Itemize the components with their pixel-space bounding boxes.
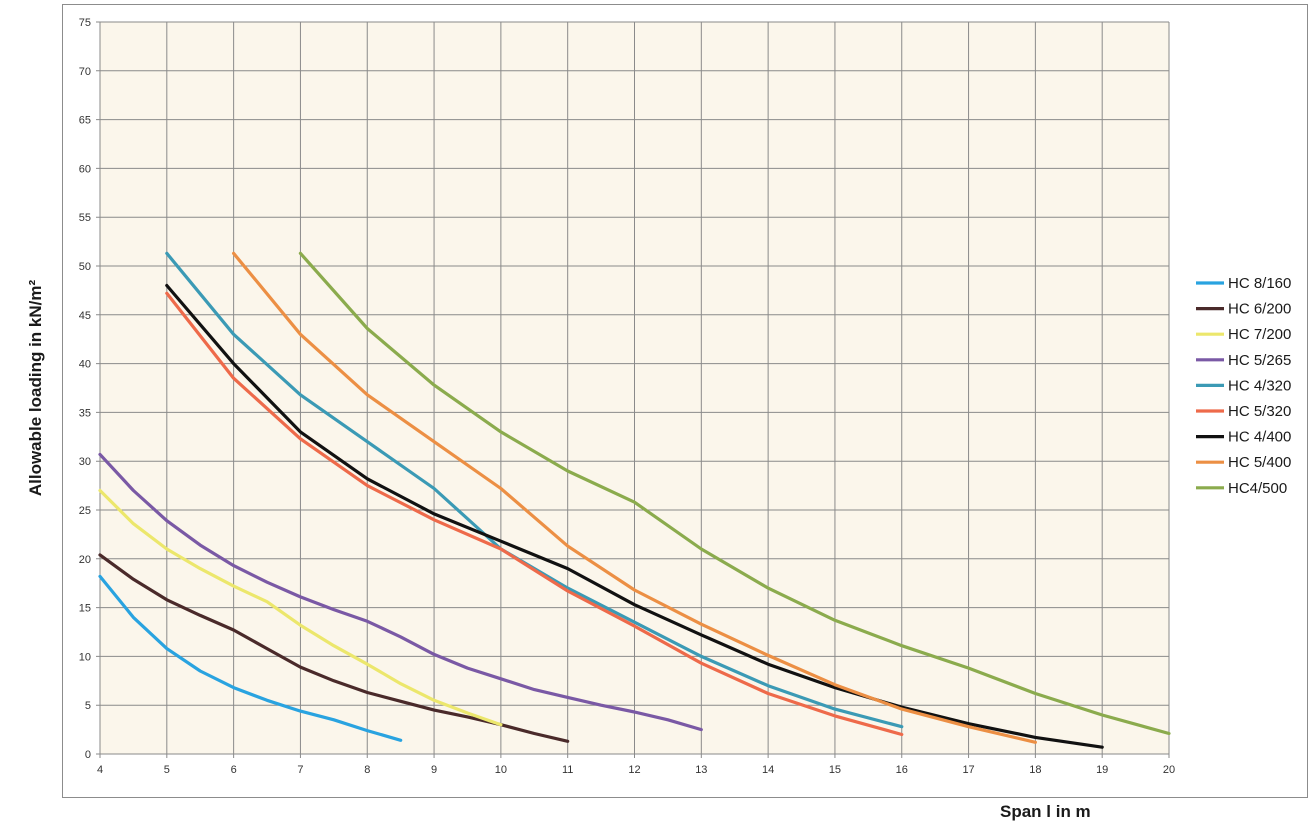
x-tick-label: 12 (628, 764, 640, 776)
legend-label: HC 7/200 (1228, 326, 1291, 343)
x-tick-label: 17 (962, 764, 974, 776)
y-tick-label: 55 (79, 212, 91, 224)
legend-label: HC4/500 (1228, 480, 1287, 497)
y-tick-label: 10 (79, 651, 91, 663)
x-tick-label: 15 (829, 764, 841, 776)
y-tick-label: 40 (79, 359, 91, 371)
legend: HC 8/160 HC 6/200 HC 7/200 HC 5/265 HC 4/320… (1196, 275, 1291, 497)
y-tick-label: 35 (79, 407, 91, 419)
y-tick-label: 30 (79, 456, 91, 468)
tick-labels: 4 5 6 7 8 9 10 11 12 13 14 15 16 17 18 19 20051015202530… (79, 17, 1175, 776)
y-tick-label: 5 (85, 700, 91, 712)
legend-label: HC 5/400 (1228, 454, 1291, 471)
series-line-hc-5-265 (98, 452, 703, 732)
y-tick-label: 60 (79, 163, 91, 175)
series-line-hc-8-160 (98, 574, 403, 742)
x-tick-label: 14 (762, 764, 774, 776)
x-tick-label: 5 (164, 764, 170, 776)
x-tick-label: 6 (231, 764, 237, 776)
x-tick-label: 20 (1163, 764, 1175, 776)
legend-label: HC 4/320 (1228, 377, 1291, 394)
x-tick-label: 18 (1029, 764, 1041, 776)
y-tick-label: 0 (85, 749, 91, 761)
x-tick-label: 7 (297, 764, 303, 776)
series-line-hc-5-320 (165, 291, 904, 737)
series-line-hc-4-400 (165, 283, 1104, 749)
x-tick-label: 16 (896, 764, 908, 776)
y-axis-label: Allowable loading in kN/m² (26, 279, 45, 497)
x-tick-label: 8 (364, 764, 370, 776)
series-line-hc-5-400 (232, 251, 1038, 744)
y-tick-label: 20 (79, 554, 91, 566)
y-tick-label: 70 (79, 66, 91, 78)
x-axis-label: Span l in m (1000, 802, 1091, 821)
series-line-hc4-500 (298, 251, 1171, 736)
y-tick-label: 75 (79, 17, 91, 29)
legend-label: HC 5/320 (1228, 403, 1291, 420)
grid-lines (96, 21, 1170, 758)
y-axis-label-container: Allowable loading in kN/m² (6, 0, 66, 825)
y-tick-label: 25 (79, 505, 91, 517)
y-tick-label: 65 (79, 115, 91, 127)
legend-label: HC 6/200 (1228, 301, 1291, 318)
y-tick-label: 45 (79, 310, 91, 322)
x-tick-label: 11 (562, 764, 573, 776)
series-line-hc-7-200 (98, 488, 503, 727)
x-tick-label: 19 (1096, 764, 1108, 776)
legend-label: HC 5/265 (1228, 352, 1291, 369)
series-lines (98, 251, 1171, 749)
x-tick-label: 10 (495, 764, 507, 776)
legend-label: HC 8/160 (1228, 275, 1291, 292)
x-tick-label: 9 (431, 764, 437, 776)
legend-label: HC 4/400 (1228, 429, 1291, 446)
x-tick-label: 13 (695, 764, 707, 776)
y-tick-label: 50 (79, 261, 91, 273)
y-tick-label: 15 (79, 603, 91, 615)
x-tick-label: 4 (97, 764, 103, 776)
